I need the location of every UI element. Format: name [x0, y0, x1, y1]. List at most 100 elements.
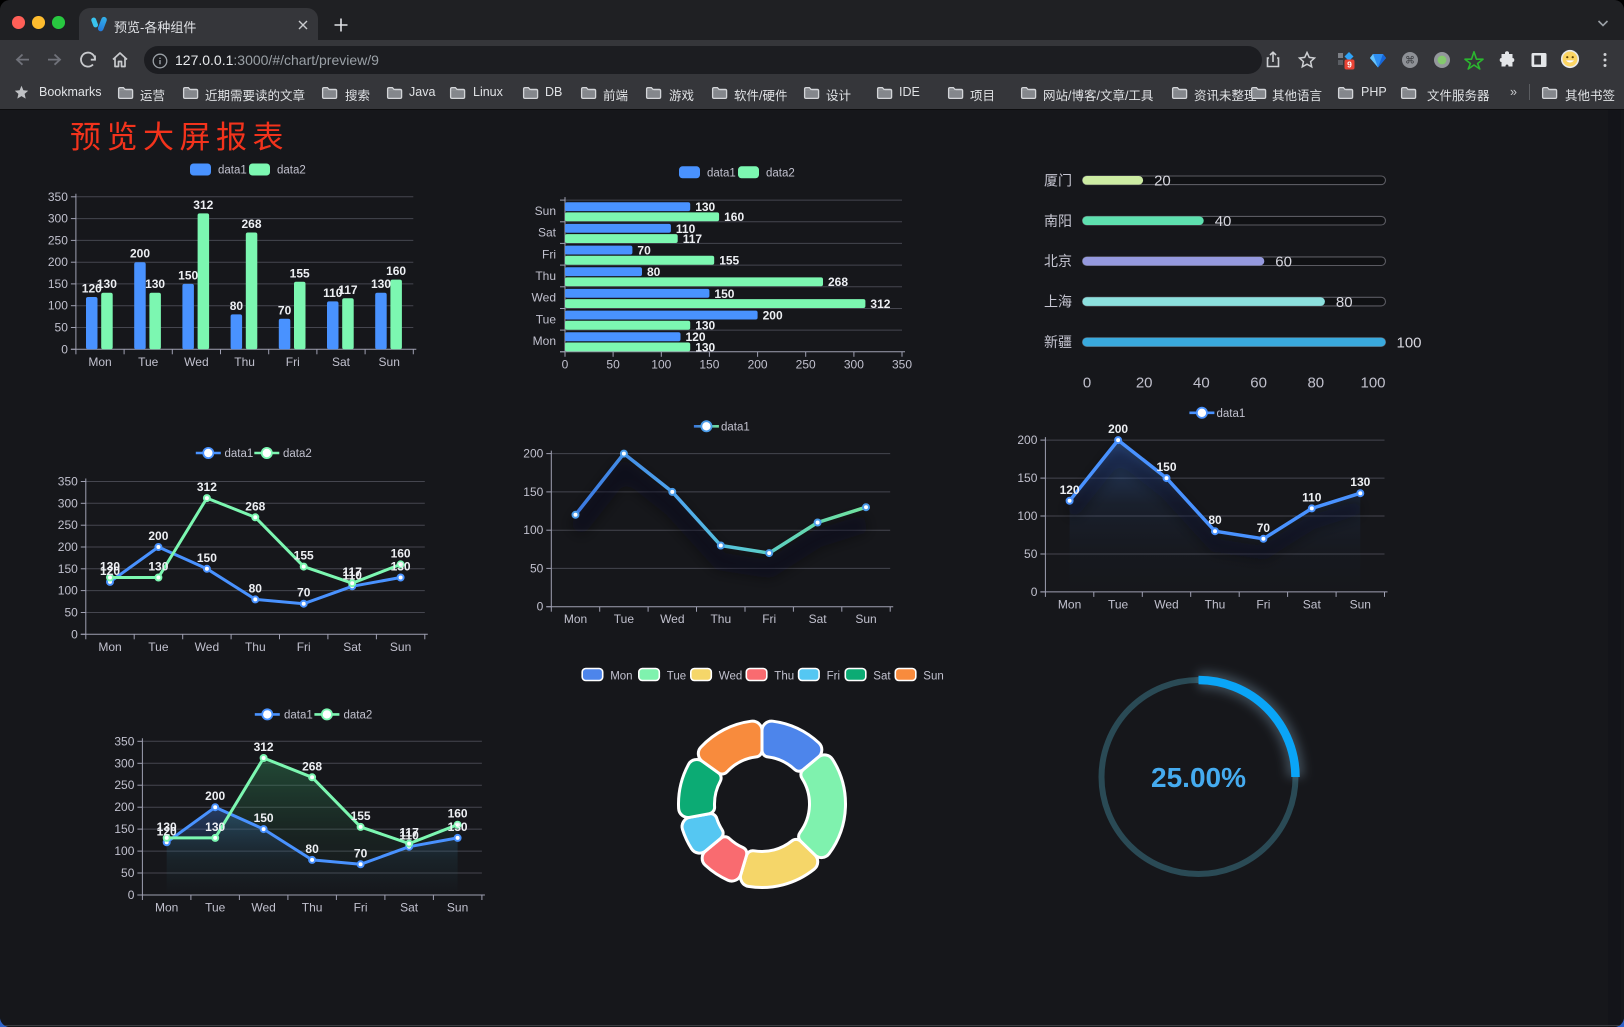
svg-text:0: 0	[1031, 585, 1038, 599]
svg-text:80: 80	[647, 265, 661, 279]
svg-text:80: 80	[1208, 513, 1222, 527]
svg-text:117: 117	[683, 232, 703, 246]
svg-text:Wed: Wed	[184, 355, 208, 369]
svg-text:350: 350	[892, 357, 912, 371]
svg-text:200: 200	[114, 800, 134, 814]
svg-text:150: 150	[523, 485, 543, 499]
svg-text:0: 0	[537, 600, 544, 614]
svg-text:新疆: 新疆	[1044, 334, 1072, 350]
svg-text:Thu: Thu	[245, 640, 266, 654]
svg-text:130: 130	[100, 560, 120, 574]
svg-text:Mon: Mon	[155, 901, 178, 915]
svg-text:50: 50	[55, 321, 69, 335]
svg-text:130: 130	[1350, 475, 1370, 489]
svg-text:40: 40	[1193, 375, 1210, 392]
svg-text:100: 100	[1017, 509, 1037, 523]
svg-text:Mon: Mon	[98, 640, 121, 654]
svg-text:130: 130	[371, 277, 391, 291]
svg-text:150: 150	[254, 811, 274, 825]
svg-text:150: 150	[58, 562, 78, 576]
svg-text:100: 100	[114, 844, 134, 858]
svg-text:data2: data2	[766, 168, 795, 180]
svg-text:268: 268	[241, 217, 261, 231]
svg-text:150: 150	[714, 287, 734, 301]
svg-text:Tue: Tue	[536, 312, 557, 326]
svg-text:155: 155	[351, 809, 371, 823]
svg-text:312: 312	[197, 480, 217, 494]
svg-text:Fri: Fri	[542, 247, 556, 261]
svg-text:60: 60	[1250, 375, 1267, 392]
svg-text:Tue: Tue	[138, 355, 159, 369]
svg-text:Wed: Wed	[1154, 597, 1178, 611]
svg-text:Thu: Thu	[1205, 597, 1226, 611]
svg-text:Tue: Tue	[1108, 597, 1129, 611]
svg-text:150: 150	[1017, 471, 1037, 485]
svg-text:50: 50	[121, 866, 135, 880]
svg-text:20: 20	[1136, 375, 1153, 392]
svg-text:110: 110	[676, 222, 696, 236]
svg-text:Tue: Tue	[205, 901, 226, 915]
svg-text:160: 160	[448, 807, 468, 821]
svg-text:80: 80	[1307, 375, 1324, 392]
svg-text:50: 50	[64, 606, 78, 620]
svg-text:40: 40	[1215, 213, 1232, 230]
svg-text:80: 80	[1336, 294, 1353, 311]
svg-text:60: 60	[1275, 253, 1292, 270]
svg-text:data1: data1	[721, 422, 750, 434]
svg-text:Sat: Sat	[343, 640, 362, 654]
svg-text:Fri: Fri	[1256, 597, 1270, 611]
svg-text:200: 200	[748, 357, 768, 371]
svg-text:268: 268	[245, 499, 265, 513]
svg-text:268: 268	[302, 759, 322, 773]
svg-text:120: 120	[157, 824, 177, 838]
svg-text:Wed: Wed	[660, 612, 684, 626]
svg-text:312: 312	[193, 198, 213, 212]
svg-text:⌘: ⌘	[1405, 56, 1415, 67]
svg-text:Sat: Sat	[809, 612, 828, 626]
svg-text:Sat: Sat	[1303, 597, 1322, 611]
svg-text:130: 130	[145, 277, 165, 291]
svg-text:200: 200	[148, 529, 168, 543]
svg-text:Mon: Mon	[1058, 597, 1081, 611]
svg-text:Mon: Mon	[564, 612, 587, 626]
svg-text:Sun: Sun	[923, 670, 943, 682]
svg-text:250: 250	[48, 233, 68, 247]
svg-text:130: 130	[391, 560, 411, 574]
svg-text:300: 300	[844, 357, 864, 371]
svg-text:130: 130	[695, 200, 715, 214]
svg-text:120: 120	[82, 282, 102, 296]
svg-text:Sun: Sun	[379, 355, 400, 369]
svg-text:350: 350	[114, 734, 134, 748]
svg-text:data2: data2	[283, 448, 312, 460]
svg-text:155: 155	[719, 254, 739, 268]
svg-text:117: 117	[338, 283, 358, 297]
svg-text:200: 200	[130, 247, 150, 261]
svg-text:Fri: Fri	[286, 355, 300, 369]
svg-text:117: 117	[343, 565, 363, 579]
svg-text:Sun: Sun	[535, 204, 556, 218]
svg-text:25.00%: 25.00%	[1151, 762, 1246, 793]
svg-text:0: 0	[71, 627, 78, 641]
svg-text:150: 150	[197, 551, 217, 565]
svg-text:250: 250	[114, 778, 134, 792]
svg-text:80: 80	[230, 299, 244, 313]
svg-text:70: 70	[1257, 521, 1271, 535]
svg-text:上海: 上海	[1044, 294, 1072, 310]
svg-text:155: 155	[294, 549, 314, 563]
svg-text:120: 120	[686, 330, 706, 344]
svg-text:100: 100	[1360, 375, 1385, 392]
svg-text:200: 200	[1108, 422, 1128, 436]
svg-text:9: 9	[1347, 59, 1352, 69]
svg-text:Wed: Wed	[195, 640, 219, 654]
svg-text:50: 50	[606, 357, 620, 371]
svg-text:Thu: Thu	[710, 612, 731, 626]
svg-text:130: 130	[695, 340, 715, 354]
svg-text:Sat: Sat	[873, 670, 891, 682]
svg-text:100: 100	[58, 584, 78, 598]
svg-text:Thu: Thu	[535, 269, 556, 283]
svg-text:150: 150	[114, 822, 134, 836]
svg-text:Tue: Tue	[667, 670, 686, 682]
svg-text:150: 150	[178, 268, 198, 282]
svg-text:110: 110	[343, 568, 363, 582]
svg-text:Tue: Tue	[614, 612, 635, 626]
